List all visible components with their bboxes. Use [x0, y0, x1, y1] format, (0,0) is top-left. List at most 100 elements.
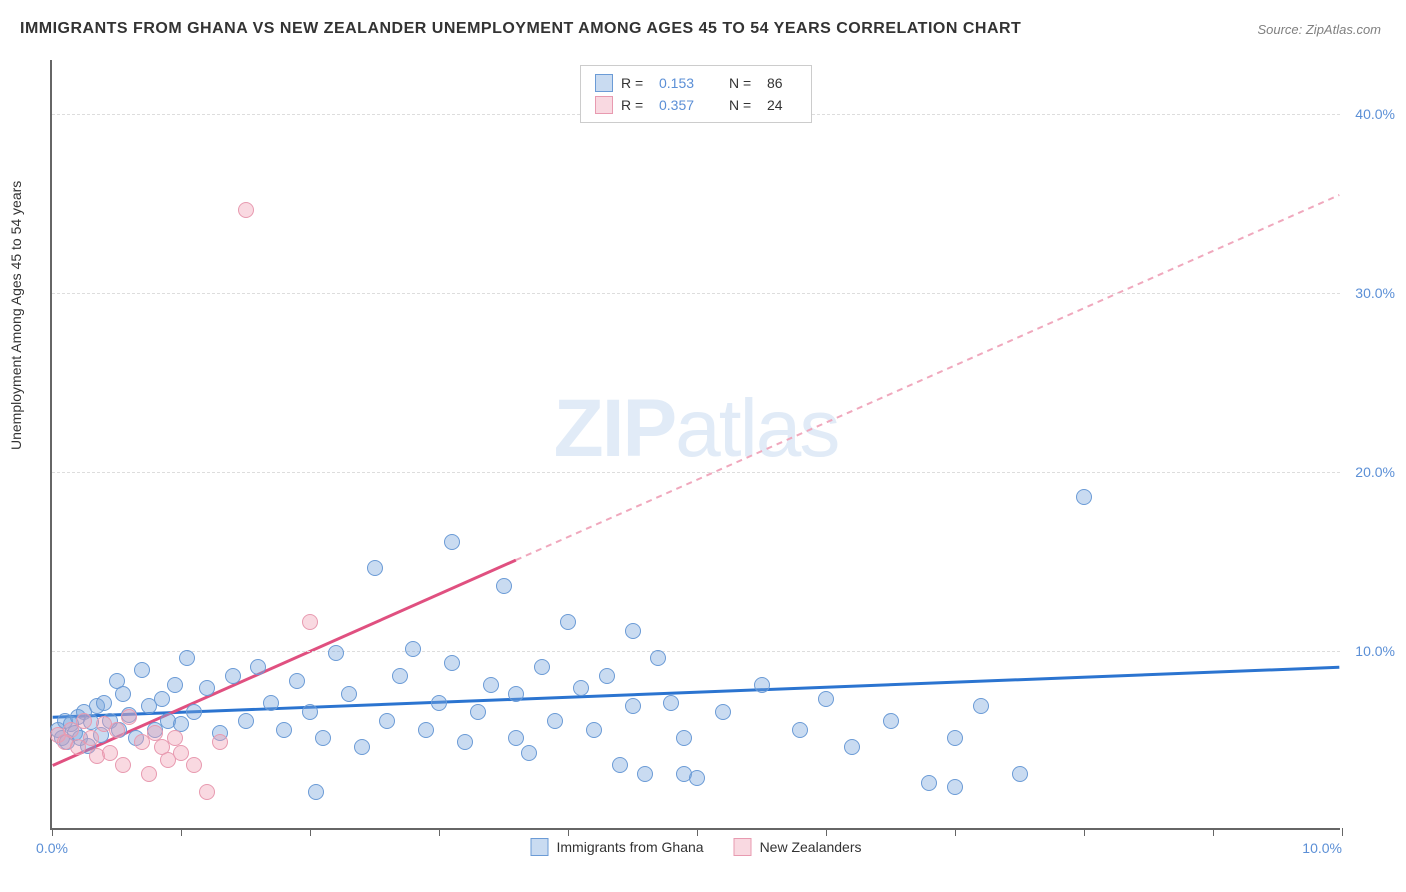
data-point: [186, 757, 202, 773]
data-point: [302, 704, 318, 720]
watermark: ZIPatlas: [554, 382, 839, 476]
chart-container: IMMIGRANTS FROM GHANA VS NEW ZEALANDER U…: [0, 0, 1406, 892]
data-point: [354, 739, 370, 755]
data-point: [599, 668, 615, 684]
correlation-legend: R = 0.153 N = 86 R = 0.357 N = 24: [580, 65, 812, 123]
data-point: [560, 614, 576, 630]
data-point: [496, 578, 512, 594]
data-point: [225, 668, 241, 684]
y-tick-label: 40.0%: [1355, 106, 1395, 122]
data-point: [573, 680, 589, 696]
data-point: [96, 695, 112, 711]
data-point: [483, 677, 499, 693]
data-point: [167, 677, 183, 693]
data-point: [508, 686, 524, 702]
data-point: [154, 691, 170, 707]
data-point: [689, 770, 705, 786]
data-point: [212, 734, 228, 750]
data-point: [405, 641, 421, 657]
data-point: [973, 698, 989, 714]
data-point: [457, 734, 473, 750]
data-point: [470, 704, 486, 720]
data-point: [715, 704, 731, 720]
data-point: [586, 722, 602, 738]
x-tick: [310, 828, 311, 836]
data-point: [612, 757, 628, 773]
source-attribution: Source: ZipAtlas.com: [1257, 22, 1381, 37]
series-legend: Immigrants from Ghana New Zealanders: [531, 838, 862, 856]
data-point: [83, 730, 99, 746]
gridline: [52, 472, 1340, 473]
data-point: [508, 730, 524, 746]
x-tick: [439, 828, 440, 836]
y-tick-label: 30.0%: [1355, 285, 1395, 301]
data-point: [625, 623, 641, 639]
data-point: [76, 713, 92, 729]
data-point: [1012, 766, 1028, 782]
data-point: [238, 202, 254, 218]
data-point: [1076, 489, 1092, 505]
x-tick: [181, 828, 182, 836]
data-point: [418, 722, 434, 738]
x-tick-label: 0.0%: [36, 840, 68, 856]
legend-swatch-pink: [595, 96, 613, 114]
data-point: [521, 745, 537, 761]
data-point: [328, 645, 344, 661]
data-point: [792, 722, 808, 738]
data-point: [754, 677, 770, 693]
legend-swatch-pink: [734, 838, 752, 856]
x-tick: [955, 828, 956, 836]
data-point: [921, 775, 937, 791]
data-point: [263, 695, 279, 711]
x-tick-label: 10.0%: [1302, 840, 1342, 856]
legend-swatch-blue: [531, 838, 549, 856]
data-point: [289, 673, 305, 689]
data-point: [818, 691, 834, 707]
y-tick-label: 20.0%: [1355, 464, 1395, 480]
data-point: [341, 686, 357, 702]
gridline: [52, 293, 1340, 294]
plot-area: ZIPatlas R = 0.153 N = 86 R = 0.357 N = …: [50, 60, 1340, 830]
data-point: [947, 779, 963, 795]
data-point: [663, 695, 679, 711]
data-point: [650, 650, 666, 666]
data-point: [625, 698, 641, 714]
data-point: [173, 745, 189, 761]
data-point: [302, 614, 318, 630]
gridline: [52, 651, 1340, 652]
data-point: [547, 713, 563, 729]
data-point: [392, 668, 408, 684]
data-point: [676, 730, 692, 746]
y-tick-label: 10.0%: [1355, 643, 1395, 659]
data-point: [315, 730, 331, 746]
x-tick: [1342, 828, 1343, 836]
data-point: [308, 784, 324, 800]
data-point: [431, 695, 447, 711]
data-point: [637, 766, 653, 782]
legend-item-ghana: Immigrants from Ghana: [531, 838, 704, 856]
data-point: [179, 650, 195, 666]
data-point: [947, 730, 963, 746]
x-tick: [826, 828, 827, 836]
y-axis-label: Unemployment Among Ages 45 to 54 years: [8, 181, 24, 450]
data-point: [844, 739, 860, 755]
data-point: [444, 534, 460, 550]
data-point: [444, 655, 460, 671]
data-point: [199, 784, 215, 800]
data-point: [186, 704, 202, 720]
x-tick: [697, 828, 698, 836]
data-point: [121, 709, 137, 725]
legend-swatch-blue: [595, 74, 613, 92]
data-point: [115, 686, 131, 702]
data-point: [141, 766, 157, 782]
legend-row: R = 0.153 N = 86: [595, 72, 797, 94]
data-point: [534, 659, 550, 675]
x-tick: [1213, 828, 1214, 836]
data-point: [367, 560, 383, 576]
data-point: [379, 713, 395, 729]
data-point: [883, 713, 899, 729]
data-point: [115, 757, 131, 773]
data-point: [102, 745, 118, 761]
chart-title: IMMIGRANTS FROM GHANA VS NEW ZEALANDER U…: [20, 20, 1021, 38]
legend-item-nz: New Zealanders: [734, 838, 862, 856]
